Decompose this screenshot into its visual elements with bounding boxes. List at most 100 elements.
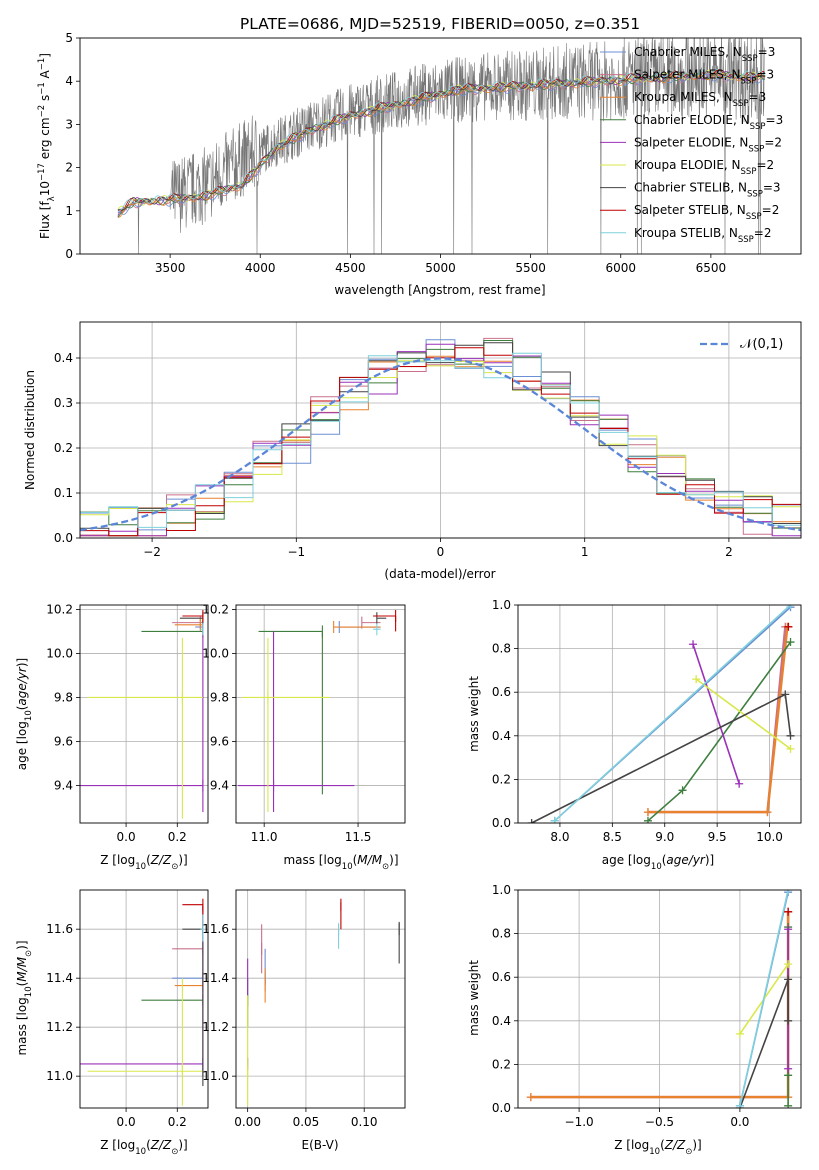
label-part: ] bbox=[38, 53, 52, 58]
x-tick-label: 0.05 bbox=[293, 1115, 320, 1129]
legend-entry: Chabrier STELIB, NSSP=3 bbox=[634, 181, 781, 200]
label-part: SSP bbox=[750, 122, 766, 132]
label-part: 10 bbox=[24, 710, 34, 721]
data-point bbox=[550, 816, 559, 823]
label-part: Kroupa ELODIE, N bbox=[634, 158, 741, 172]
axes-frame bbox=[235, 604, 406, 824]
label-part: SSP bbox=[747, 190, 763, 200]
label-part: SSP bbox=[733, 99, 749, 109]
y-axis-label: Normed distribution bbox=[23, 370, 37, 490]
y-tick-label: 0.4 bbox=[492, 1014, 511, 1028]
x-tick-label: 11.5 bbox=[345, 830, 372, 844]
x-tick-label: −2 bbox=[143, 545, 161, 559]
y-tick-label: 11.6 bbox=[202, 922, 229, 936]
label-part: ( bbox=[660, 1138, 665, 1152]
label-part: SSP bbox=[741, 77, 757, 87]
legend-entry: Kroupa STELIB, NSSP=2 bbox=[634, 226, 772, 245]
y-tick-label: 0.2 bbox=[54, 441, 73, 455]
y-tick-label: 0.1 bbox=[54, 486, 73, 500]
x-axis-label: Z [log10(Z/Z⊙)] bbox=[614, 1138, 702, 1157]
label-part: =2 bbox=[756, 158, 774, 172]
chart-residuals: −2 −1 0 1 2 0.0 0.1 0.2 0.3 0.4 𝒩(0,1) Normed distr… bbox=[23, 321, 802, 581]
figure-title: PLATE=0686, MJD=52519, FIBERID=0050, z=0… bbox=[240, 15, 640, 33]
x-tick-label: 10.0 bbox=[756, 830, 783, 844]
y-tick-label: 0.2 bbox=[492, 772, 511, 786]
y-tick-label: 10.2 bbox=[46, 602, 73, 616]
y-tick-label: 0.8 bbox=[492, 642, 511, 656]
x-tick-label: 6500 bbox=[696, 261, 727, 275]
data-point bbox=[786, 638, 795, 647]
chart-weight_vs_age: 8.0 8.5 9.0 9.5 10.0 0.0 0.2 0.4 0.6 0.8 1.0 mass w… bbox=[467, 598, 802, 872]
legend-entry: Salpeter MILES, NSSP=3 bbox=[634, 68, 774, 87]
x-axis-label: Z [log10(Z/Z⊙)] bbox=[100, 1138, 188, 1157]
label-part: 10 bbox=[342, 862, 353, 872]
x-tick-label: 0.0 bbox=[730, 1115, 749, 1129]
label-part: Salpeter STELIB, N bbox=[634, 203, 746, 217]
label-part: SSP bbox=[748, 144, 764, 154]
y-tick-label: 11.4 bbox=[202, 971, 229, 985]
data-point bbox=[784, 890, 793, 894]
series-line bbox=[695, 678, 791, 750]
label-part: 10 bbox=[651, 862, 662, 872]
x-axis-label: (data-model)/error bbox=[384, 567, 495, 581]
legend-entry: Salpeter ELODIE, NSSP=2 bbox=[634, 135, 782, 154]
axes-frame bbox=[79, 37, 802, 255]
x-tick-label: 3500 bbox=[155, 261, 186, 275]
plot-content bbox=[80, 898, 204, 1106]
label-part: A bbox=[38, 69, 52, 82]
data-point bbox=[735, 779, 744, 788]
y-tick-label: 10.0 bbox=[202, 646, 229, 660]
y-tick-label: 10.0 bbox=[46, 646, 73, 660]
plot-content bbox=[80, 610, 204, 819]
data-point bbox=[784, 925, 793, 934]
y-tick-label: 5 bbox=[65, 31, 73, 45]
label-part: =3 bbox=[763, 181, 781, 195]
label-part: mass [log bbox=[15, 997, 29, 1055]
y-tick-label: 11.0 bbox=[202, 1069, 229, 1083]
data-point bbox=[784, 1016, 793, 1025]
y-tick-label: 1.0 bbox=[492, 598, 511, 612]
y-tick-label: 0.6 bbox=[492, 685, 511, 699]
y-tick-label: 1 bbox=[65, 204, 73, 218]
label-part: Chabrier STELIB, N bbox=[634, 181, 747, 195]
y-tick-label: 0.0 bbox=[492, 816, 511, 830]
label-part: =2 bbox=[754, 226, 772, 240]
data-point bbox=[643, 816, 652, 823]
label-part: =3 bbox=[766, 113, 784, 127]
legend-entry: 𝒩(0,1) bbox=[740, 337, 783, 352]
label-part: −2 bbox=[37, 105, 47, 118]
x-axis-label: E(B-V) bbox=[301, 1138, 338, 1152]
legend-entry: Kroupa MILES, NSSP=3 bbox=[634, 90, 766, 109]
data-point bbox=[784, 960, 793, 969]
x-tick-label: 0.2 bbox=[168, 1115, 187, 1129]
x-tick-label: 4000 bbox=[245, 261, 276, 275]
label-part: 10 bbox=[649, 1147, 660, 1157]
label-part: Chabrier MILES, N bbox=[634, 45, 742, 59]
label-part: Kroupa STELIB, N bbox=[634, 226, 738, 240]
chart-mass_vs_ebv: 0.00 0.05 0.10 11.0 11.2 11.4 11.6 E(B-V) bbox=[202, 889, 406, 1152]
label-part: ( bbox=[15, 706, 29, 711]
label-part: age/yr bbox=[15, 666, 29, 705]
x-tick-label: 5500 bbox=[515, 261, 546, 275]
data-point bbox=[527, 819, 536, 823]
histogram-series bbox=[80, 347, 801, 538]
x-axis-label: mass [log10(M/M⊙)] bbox=[283, 853, 398, 872]
y-tick-label: 0.8 bbox=[492, 927, 511, 941]
label-part: −1 bbox=[37, 58, 47, 71]
label-part: )] bbox=[15, 940, 29, 949]
label-part: ( bbox=[662, 853, 667, 867]
label-part: Salpeter ELODIE, N bbox=[634, 135, 748, 149]
y-tick-label: 0 bbox=[65, 247, 73, 261]
y-tick-label: 0.6 bbox=[492, 970, 511, 984]
plot-content bbox=[526, 890, 793, 1108]
label-part: 10 bbox=[38, 181, 52, 196]
label-part: =3 bbox=[756, 68, 774, 82]
label-part: SSP bbox=[738, 235, 754, 245]
legend-entry: Kroupa ELODIE, NSSP=2 bbox=[634, 158, 774, 177]
x-axis-label: Z [log10(Z/Z⊙)] bbox=[100, 853, 188, 872]
series-line bbox=[739, 890, 789, 1106]
y-axis-label: mass weight bbox=[467, 960, 481, 1036]
label-part: ( bbox=[353, 853, 358, 867]
label-part: SSP bbox=[746, 212, 762, 222]
